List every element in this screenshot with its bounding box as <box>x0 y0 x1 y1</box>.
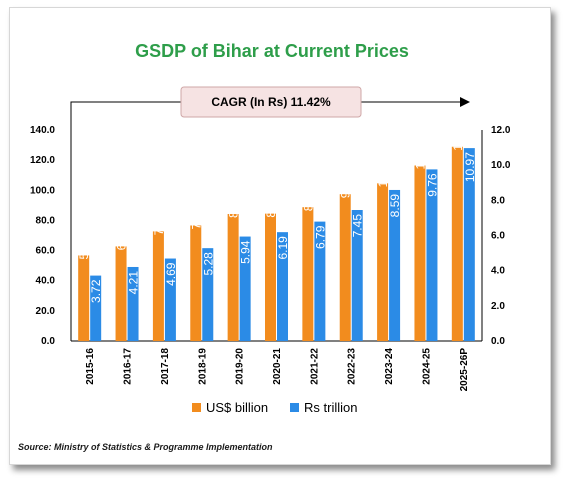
category-label: 2024-25 <box>421 348 432 385</box>
bar-rs-trillion <box>351 210 363 341</box>
chart: GSDP of Bihar at Current Prices CAGR (In… <box>18 41 511 452</box>
left-tick-label: 120.0 <box>30 155 55 166</box>
bar-usd-billion <box>265 213 276 341</box>
bar-usd-billion <box>190 225 202 341</box>
bar-usd-billion <box>302 207 314 341</box>
bar-rs-trillion <box>164 258 176 341</box>
bar-usd-billion <box>451 146 463 341</box>
left-axis-ticks: 0.0 20.0 40.0 60.0 80.0 100.0 120.0 140.0 <box>30 125 55 347</box>
axes <box>70 130 483 342</box>
bar-usd-billion <box>377 183 389 341</box>
left-tick-label: 20.0 <box>36 306 56 317</box>
bar-usd-billion <box>227 213 239 341</box>
category-label: 2019-20 <box>235 348 246 385</box>
data-label-rs: 4.69 <box>164 262 178 286</box>
data-label-usd: 84.27 <box>227 188 241 218</box>
right-tick-label: 2.0 <box>491 301 505 312</box>
chart-title: GSDP of Bihar at Current Prices <box>135 41 409 61</box>
data-label-usd: 56.77 <box>77 229 91 259</box>
data-label-rs: 8.59 <box>388 194 402 218</box>
cagr-text: CAGR (In Rs) 11.42% <box>211 95 331 109</box>
bars: 56.77 3.72 62.76 4.21 72.73 4.69 76.64 5.28 84.2… <box>77 114 477 341</box>
data-label-usd: 72.73 <box>152 205 166 235</box>
bar-rs-trillion <box>277 232 288 341</box>
data-label-usd: 84.51 <box>264 187 278 217</box>
data-label-rs: 3.72 <box>89 279 103 303</box>
cagr-annotation: CAGR (In Rs) 11.42% <box>70 86 470 134</box>
left-tick-label: 100.0 <box>30 185 55 196</box>
bar-rs-trillion <box>127 266 139 341</box>
left-tick-label: 0.0 <box>41 336 55 347</box>
bar-usd-billion <box>152 231 164 341</box>
data-label-rs: 6.79 <box>313 225 327 249</box>
legend: US$ billion Rs trillion <box>192 400 357 415</box>
category-labels: 2015-16 2016-17 2017-18 2018-19 2019-20 2020-… <box>85 348 470 392</box>
category-label: 2022-23 <box>347 348 358 385</box>
data-label-usd: 76.64 <box>189 199 203 229</box>
bar-usd-billion <box>78 255 90 341</box>
legend-usd-label: US$ billion <box>206 400 268 415</box>
category-label: 2018-19 <box>197 348 208 385</box>
data-label-usd: 88.78 <box>301 181 315 211</box>
right-axis-ticks: 0.0 2.0 4.0 6.0 8.0 10.0 12.0 <box>491 125 511 347</box>
chart-frame: GSDP of Bihar at Current Prices CAGR (In… <box>9 7 551 465</box>
bar-rs-trillion <box>90 275 102 341</box>
right-tick-label: 10.0 <box>491 160 511 171</box>
bar-rs-trillion <box>426 169 438 341</box>
category-label: 2023-24 <box>384 348 395 385</box>
bar-rs-trillion <box>389 189 401 341</box>
right-tick-label: 0.0 <box>491 336 505 347</box>
data-label-rs: 5.28 <box>201 252 215 276</box>
bar-usd-billion <box>115 246 127 341</box>
cagr-box <box>180 86 362 118</box>
bar-rs-trillion <box>314 221 326 341</box>
category-label: 2020-21 <box>272 348 283 385</box>
category-label: 2025-26P <box>459 348 470 392</box>
data-label-rs: 4.21 <box>127 271 141 295</box>
category-label: 2016-17 <box>123 348 134 385</box>
source-note: Source: Ministry of Statistics & Program… <box>18 442 273 452</box>
category-label: 2015-16 <box>85 348 96 385</box>
legend-rs-label: Rs trillion <box>304 400 357 415</box>
category-label: 2021-22 <box>309 348 320 385</box>
right-tick-label: 4.0 <box>491 266 505 277</box>
data-label-usd: 116.45 <box>413 133 427 169</box>
data-label-usd: 62.76 <box>115 220 129 250</box>
right-tick-label: 6.0 <box>491 231 505 242</box>
bar-usd-billion <box>414 165 426 341</box>
bar-usd-billion <box>339 194 351 341</box>
data-label-rs: 7.45 <box>351 214 365 238</box>
left-tick-label: 80.0 <box>36 215 56 226</box>
bar-rs-trillion <box>239 236 251 341</box>
bar-rs-trillion <box>202 248 214 341</box>
left-tick-label: 60.0 <box>36 246 56 257</box>
legend-usd-swatch <box>192 403 201 412</box>
left-tick-label: 40.0 <box>36 276 56 287</box>
data-label-usd: 97.39 <box>339 168 353 198</box>
right-tick-label: 8.0 <box>491 195 505 206</box>
bar-rs-trillion <box>463 148 475 341</box>
right-tick-label: 12.0 <box>491 125 511 136</box>
data-label-usd: 104.62 <box>376 150 390 187</box>
data-label-rs: 10.97 <box>463 152 477 182</box>
left-tick-label: 140.0 <box>30 125 55 136</box>
data-label-rs: 6.19 <box>276 236 290 260</box>
legend-rs-swatch <box>290 403 299 412</box>
category-label: 2017-18 <box>160 348 171 385</box>
data-label-usd: 128.89 <box>451 114 465 151</box>
cagr-arrowhead <box>460 97 470 107</box>
data-label-rs: 9.76 <box>425 173 439 197</box>
data-label-rs: 5.94 <box>239 240 253 264</box>
